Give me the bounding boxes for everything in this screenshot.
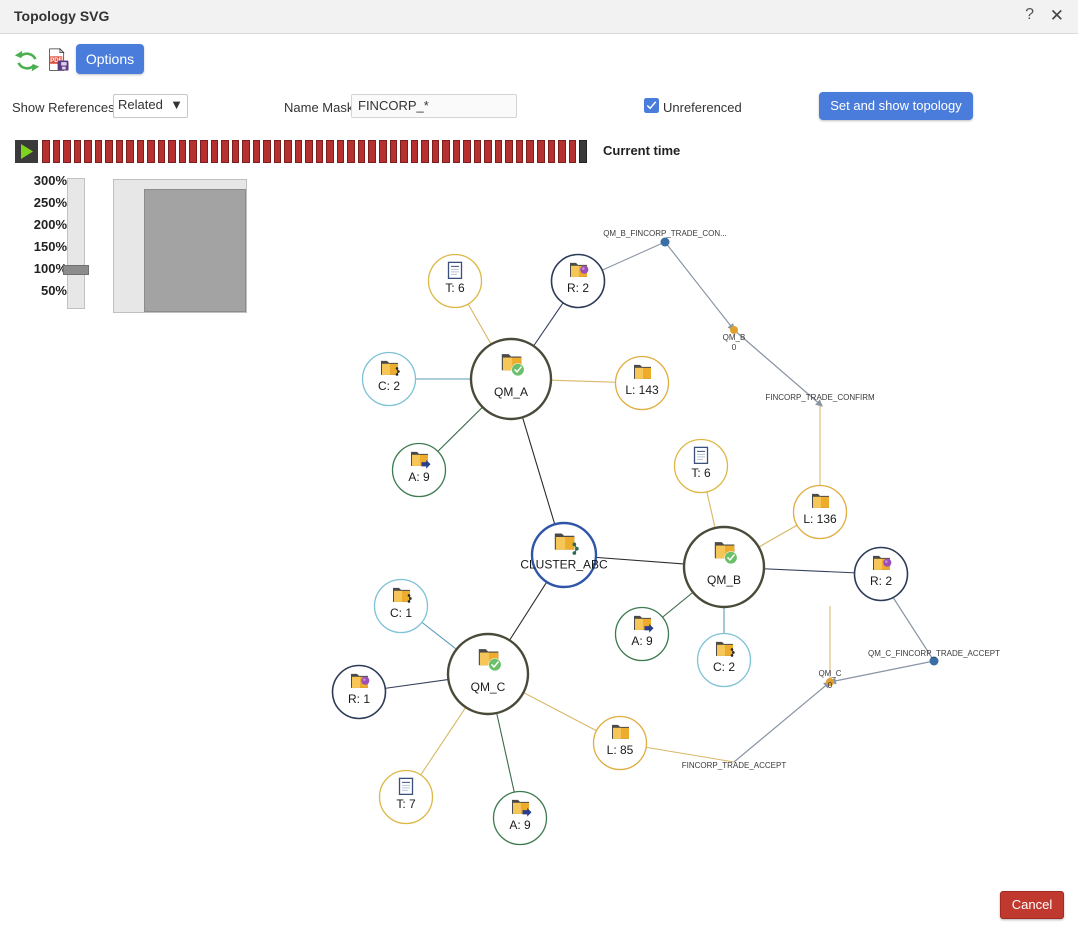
- svg-text:QM_B: QM_B: [707, 573, 741, 587]
- svg-text:FINCORP_TRADE_CONFIRM: FINCORP_TRADE_CONFIRM: [765, 393, 875, 402]
- svg-text:R: 1: R: 1: [348, 692, 370, 706]
- svg-text:QM_C_FINCORP_TRADE_ACCEPT: QM_C_FINCORP_TRADE_ACCEPT: [868, 649, 1000, 658]
- svg-text:QM_B: QM_B: [723, 333, 746, 342]
- svg-text:T: 6: T: 6: [445, 281, 465, 295]
- svg-text:C: 2: C: 2: [713, 660, 735, 674]
- svg-text:R: 2: R: 2: [870, 574, 892, 588]
- svg-text:L: 143: L: 143: [625, 383, 659, 397]
- svg-text:FINCORP_TRADE_ACCEPT: FINCORP_TRADE_ACCEPT: [682, 761, 787, 770]
- svg-text:T: 6: T: 6: [691, 466, 711, 480]
- svg-text:A: 9: A: 9: [408, 470, 430, 484]
- svg-text:L: 136: L: 136: [803, 512, 837, 526]
- svg-text:R: 2: R: 2: [567, 281, 589, 295]
- svg-text:QM_B_FINCORP_TRADE_CON...: QM_B_FINCORP_TRADE_CON...: [603, 229, 727, 238]
- svg-text:QM_C: QM_C: [471, 680, 506, 694]
- svg-text:CLUSTER_ABC: CLUSTER_ABC: [520, 557, 608, 571]
- svg-text:QM_C: QM_C: [818, 669, 841, 678]
- svg-text:A: 9: A: 9: [631, 634, 653, 648]
- svg-text:A: 9: A: 9: [509, 818, 531, 832]
- svg-text:0: 0: [828, 681, 833, 690]
- svg-text:T: 7: T: 7: [396, 797, 416, 811]
- svg-text:L: 85: L: 85: [607, 743, 634, 757]
- svg-text:QM_A: QM_A: [494, 385, 528, 399]
- svg-text:C: 2: C: 2: [378, 379, 400, 393]
- svg-text:C: 1: C: 1: [390, 606, 412, 620]
- svg-text:0: 0: [732, 343, 737, 352]
